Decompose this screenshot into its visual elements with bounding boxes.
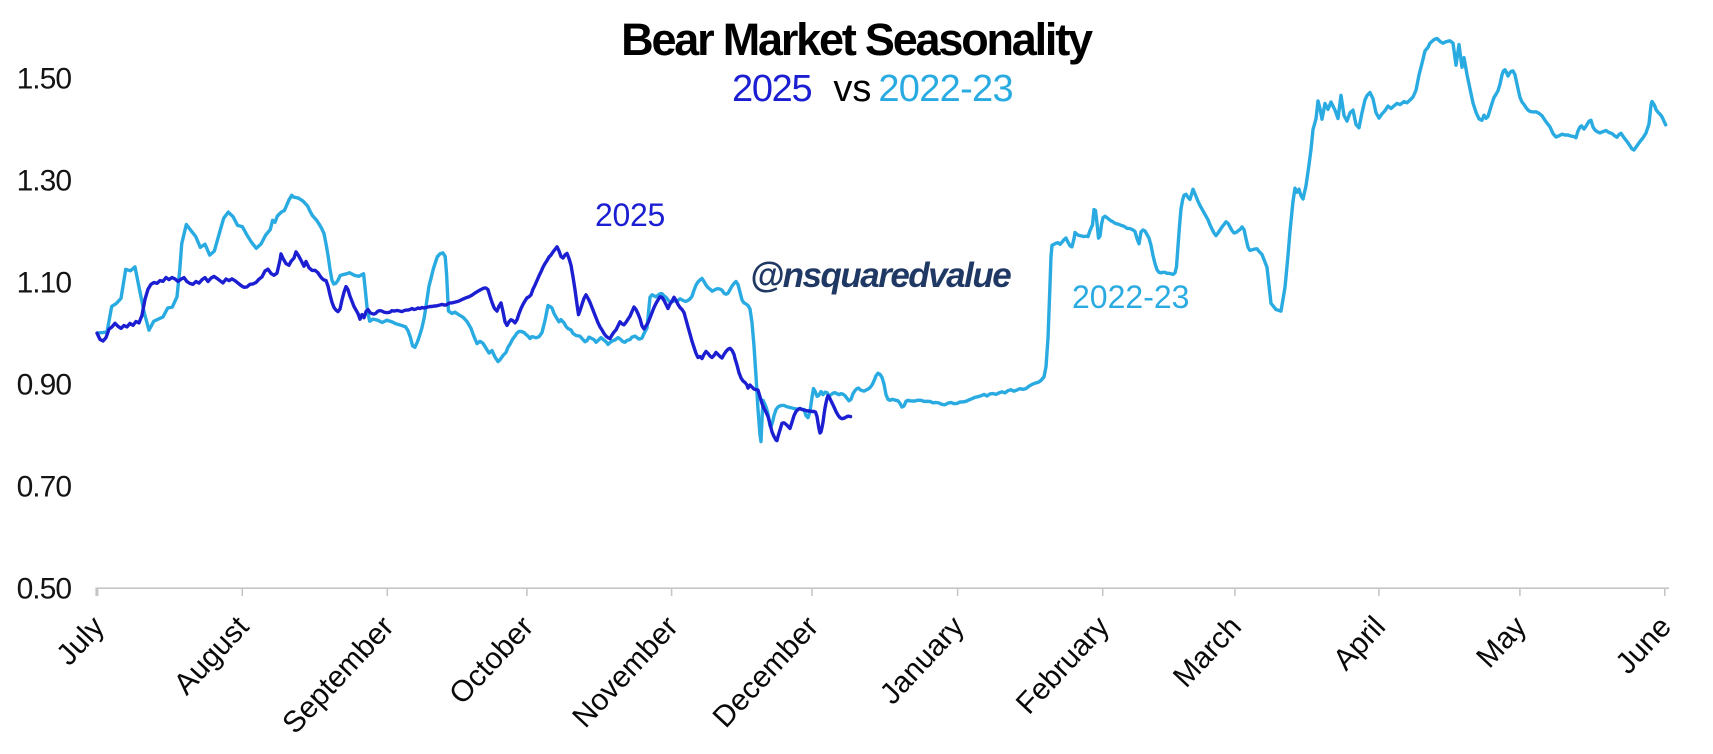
svg-text:Bear Market Seasonality: Bear Market Seasonality — [621, 14, 1093, 65]
svg-text:2025: 2025 — [595, 197, 665, 233]
svg-text:1.50: 1.50 — [17, 62, 72, 95]
svg-text:0.70: 0.70 — [17, 470, 72, 503]
svg-text:0.90: 0.90 — [17, 368, 72, 401]
svg-text:1.10: 1.10 — [17, 266, 72, 299]
svg-text:0.50: 0.50 — [17, 572, 72, 605]
svg-text:@nsquaredvalue: @nsquaredvalue — [750, 256, 1011, 295]
svg-text:1.30: 1.30 — [17, 164, 72, 197]
svg-text:2022-23: 2022-23 — [1072, 279, 1189, 315]
